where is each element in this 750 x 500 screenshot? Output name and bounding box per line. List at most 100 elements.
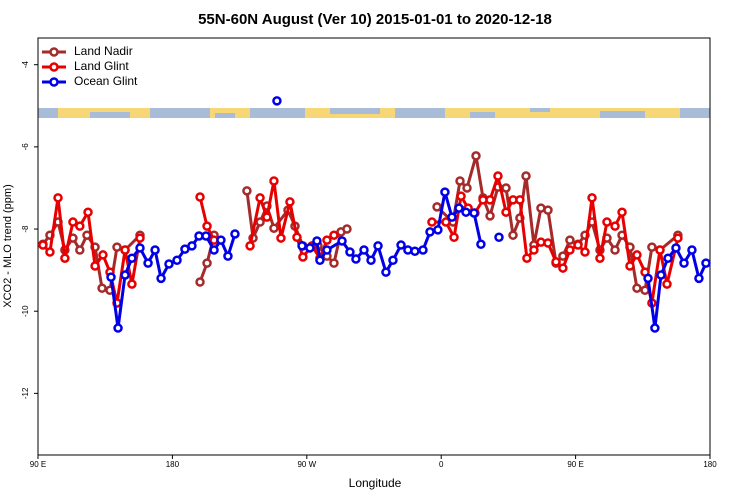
data-point: [469, 208, 479, 218]
y-tick-label: -8: [21, 225, 30, 233]
data-point: [694, 273, 704, 284]
data-point: [180, 244, 190, 254]
data-point: [195, 192, 205, 202]
data-point: [230, 229, 240, 239]
data-point: [312, 236, 322, 246]
data-point: [298, 252, 308, 262]
y-tick-label: -10: [21, 305, 30, 317]
data-point: [565, 245, 575, 255]
data-point: [83, 207, 93, 217]
legend-marker: [49, 62, 59, 72]
data-point: [329, 258, 339, 268]
data-point: [501, 183, 511, 193]
legend-label: Land Nadir: [74, 44, 133, 58]
data-point: [551, 257, 561, 267]
data-point: [216, 235, 226, 245]
data-point: [143, 258, 153, 268]
data-point: [388, 255, 398, 266]
data-point: [329, 230, 339, 240]
x-tick-label: 180: [703, 460, 717, 469]
y-tick-label: -12: [21, 387, 30, 399]
data-point: [427, 217, 437, 227]
data-point: [610, 221, 620, 231]
data-point: [632, 283, 642, 293]
data-point: [508, 230, 518, 240]
data-point: [150, 245, 160, 255]
legend-label: Ocean Glint: [74, 74, 138, 88]
data-point: [68, 217, 78, 227]
data-point: [315, 255, 325, 266]
y-tick-label: -6: [21, 143, 30, 151]
data-point: [687, 245, 697, 255]
data-point: [543, 205, 553, 215]
data-point: [106, 272, 116, 282]
x-tick-label: 180: [166, 460, 180, 469]
data-point: [135, 243, 145, 253]
data-point: [164, 259, 174, 269]
data-point: [455, 176, 465, 186]
data-point: [98, 250, 108, 260]
data-point: [53, 193, 63, 203]
data-point: [396, 240, 406, 250]
data-point: [493, 171, 503, 181]
data-point: [127, 253, 137, 263]
data-point: [447, 212, 457, 222]
data-point: [255, 217, 265, 227]
data-point: [97, 283, 107, 293]
data-point: [410, 246, 420, 256]
data-point: [201, 231, 211, 241]
data-point: [113, 323, 123, 333]
data-point: [656, 270, 666, 280]
data-point: [337, 236, 347, 246]
legend-label: Land Glint: [74, 59, 129, 73]
chart-title: 55N-60N August (Ver 10) 2015-01-01 to 20…: [198, 11, 552, 28]
data-point: [322, 245, 332, 255]
data-point: [454, 203, 464, 213]
data-point: [262, 212, 272, 222]
x-tick-label: 0: [439, 460, 444, 469]
data-point: [610, 245, 620, 255]
data-point: [172, 255, 182, 266]
data-point: [543, 238, 553, 248]
data-point: [223, 251, 233, 261]
data-point: [90, 261, 100, 271]
map-strip: [38, 108, 710, 118]
data-point: [494, 232, 504, 243]
data-point: [351, 254, 361, 264]
data-point: [449, 232, 459, 243]
data-point: [671, 243, 681, 253]
data-point: [75, 245, 85, 255]
data-point: [425, 227, 435, 237]
data-point: [650, 323, 660, 333]
data-point: [602, 217, 612, 227]
data-point: [156, 273, 166, 284]
data-point: [297, 241, 307, 251]
data-point: [276, 233, 286, 243]
plot-frame: [37, 37, 711, 456]
data-point: [558, 263, 568, 273]
x-axis-label: Longitude: [349, 476, 402, 490]
x-tick-label: 90 E: [567, 460, 583, 469]
data-point: [433, 225, 443, 235]
data-point: [521, 171, 531, 181]
data-point: [679, 258, 689, 268]
x-tick-label: 90 E: [30, 460, 46, 469]
data-point: [515, 195, 525, 205]
data-point: [269, 176, 279, 186]
data-point: [565, 235, 575, 245]
data-point: [456, 191, 466, 201]
x-tick-label: 90 W: [297, 460, 316, 469]
data-point: [269, 223, 279, 233]
y-axis-label: XCO2 - MLO trend (ppm): [2, 184, 14, 307]
data-point: [673, 233, 683, 243]
data-point: [120, 270, 130, 280]
data-point: [127, 279, 137, 289]
legend-marker: [49, 47, 59, 57]
data-point: [187, 241, 197, 251]
data-point: [529, 245, 539, 255]
data-point: [662, 279, 672, 289]
legend-marker: [49, 77, 59, 87]
data-point: [60, 253, 70, 263]
data-point: [655, 245, 665, 255]
